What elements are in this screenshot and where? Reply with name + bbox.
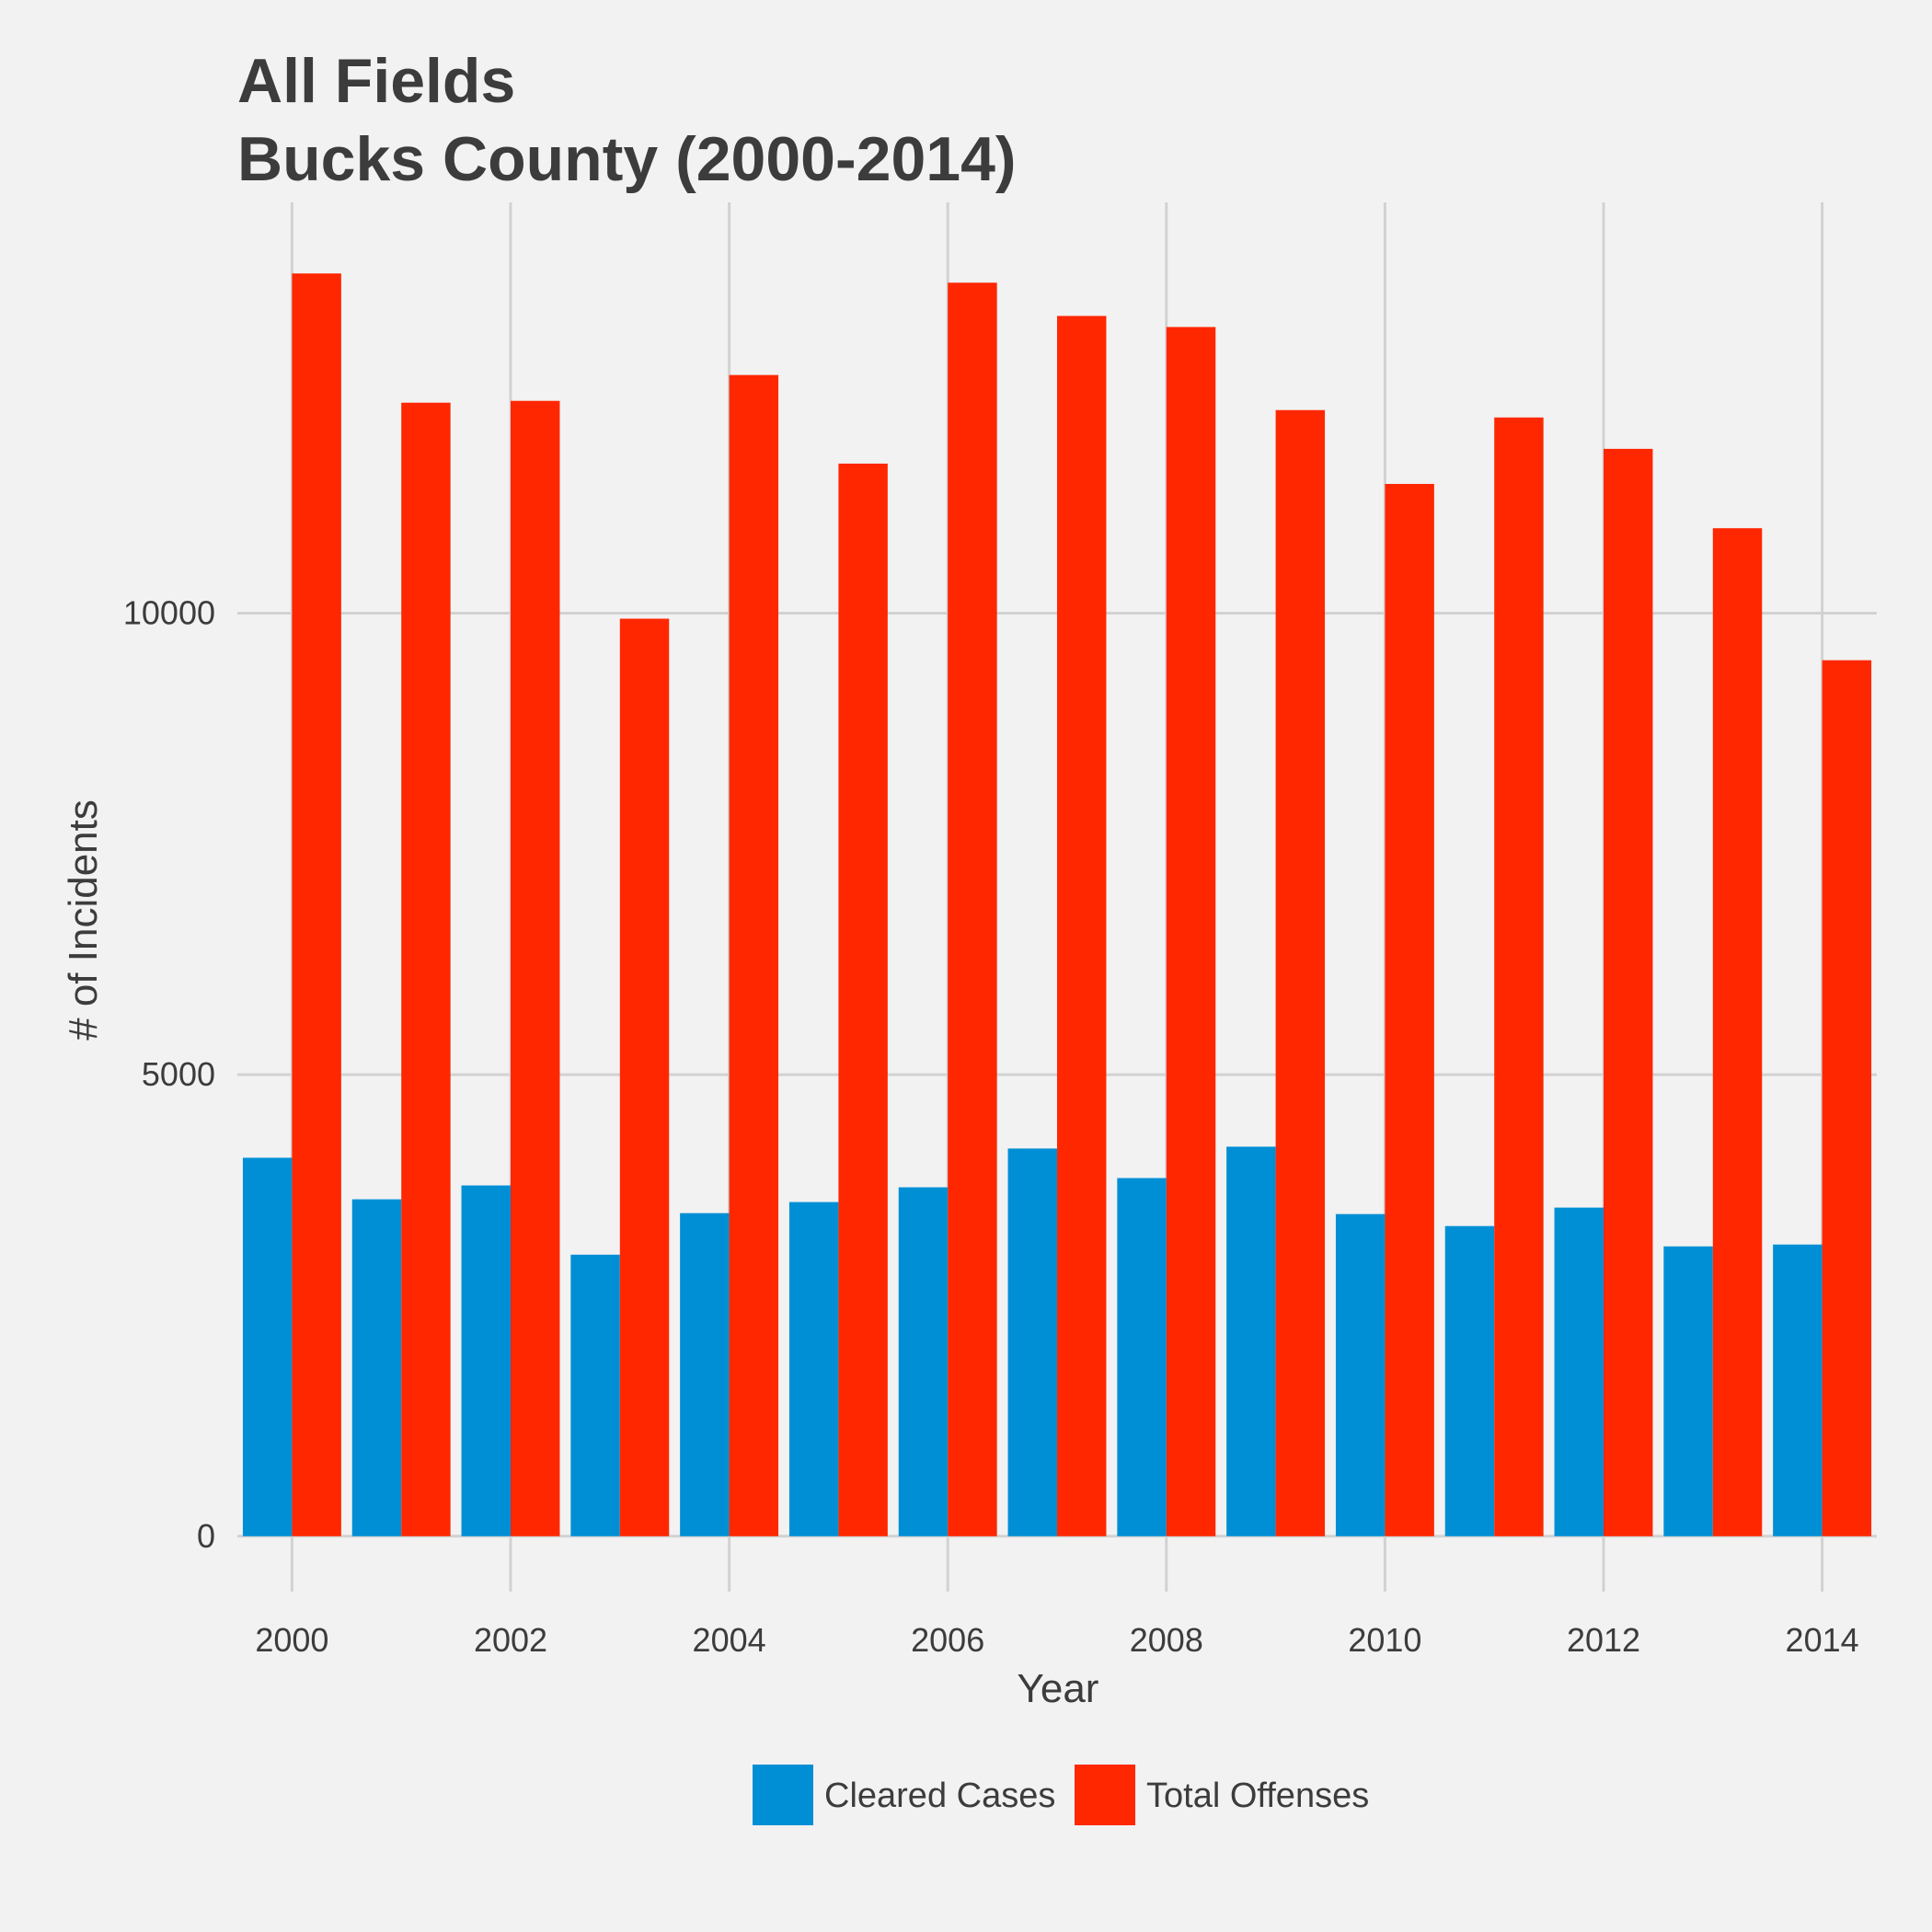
x-tick-label: 2006 — [911, 1621, 984, 1659]
legend-label-cleared-cases: Cleared Cases — [824, 1777, 1055, 1815]
x-tick-label: 2014 — [1786, 1621, 1859, 1659]
legend-label-total-offenses: Total Offenses — [1146, 1777, 1369, 1815]
bar-cleared-cases-2014 — [1773, 1244, 1823, 1536]
bar-cleared-cases-2001 — [351, 1199, 402, 1536]
x-axis-tick-labels: 2000 2002 2004 2006 2008 2010 2012 2014 — [255, 1621, 1858, 1659]
x-tick-label: 2012 — [1567, 1621, 1640, 1659]
bar-cleared-cases-2013 — [1663, 1246, 1713, 1536]
bar-total-offenses-2012 — [1604, 448, 1653, 1536]
legend-swatch-cleared-cases — [753, 1765, 813, 1825]
y-axis-title: # of Incidents — [61, 799, 106, 1041]
legend: Cleared Cases Total Offenses — [753, 1765, 1369, 1825]
chart-title-line-1: All Fields — [237, 46, 515, 116]
bar-total-offenses-2005 — [838, 463, 888, 1536]
bar-cleared-cases-2003 — [570, 1254, 620, 1536]
bar-cleared-cases-2005 — [788, 1202, 839, 1536]
bar-total-offenses-2009 — [1275, 409, 1326, 1536]
y-axis-tick-labels: 0 5000 10000 — [123, 593, 215, 1554]
bar-total-offenses-2001 — [401, 402, 451, 1536]
legend-swatch-total-offenses — [1075, 1765, 1135, 1825]
bar-cleared-cases-2009 — [1226, 1146, 1276, 1536]
x-axis-title: Year — [1018, 1666, 1099, 1711]
y-tick-label: 5000 — [142, 1055, 215, 1093]
x-tick-label: 2010 — [1348, 1621, 1421, 1659]
bar-cleared-cases-2011 — [1444, 1225, 1495, 1536]
bar-total-offenses-2011 — [1494, 417, 1544, 1536]
bar-cleared-cases-2000 — [242, 1157, 293, 1536]
chart-title: All Fields Bucks County (2000-2014) — [237, 46, 1017, 194]
bar-cleared-cases-2002 — [461, 1185, 511, 1536]
bar-total-offenses-2006 — [948, 282, 997, 1536]
bars — [242, 273, 1872, 1536]
bar-cleared-cases-2006 — [898, 1187, 949, 1536]
bar-total-offenses-2013 — [1712, 528, 1763, 1536]
bar-total-offenses-2010 — [1385, 484, 1434, 1536]
chart-title-line-2: Bucks County (2000-2014) — [237, 124, 1017, 194]
bar-total-offenses-2008 — [1166, 327, 1216, 1536]
bar-total-offenses-2002 — [511, 400, 560, 1536]
bar-total-offenses-2014 — [1822, 660, 1872, 1536]
bar-cleared-cases-2004 — [680, 1213, 730, 1536]
y-tick-label: 10000 — [123, 593, 215, 631]
bar-cleared-cases-2007 — [1007, 1148, 1057, 1536]
bar-cleared-cases-2010 — [1335, 1213, 1386, 1536]
x-tick-label: 2008 — [1130, 1621, 1203, 1659]
x-tick-label: 2004 — [693, 1621, 766, 1659]
bar-total-offenses-2003 — [619, 618, 670, 1536]
bar-total-offenses-2000 — [292, 273, 341, 1536]
bar-total-offenses-2004 — [729, 374, 779, 1536]
y-tick-label: 0 — [197, 1517, 215, 1555]
x-tick-label: 2002 — [474, 1621, 547, 1659]
x-tick-label: 2000 — [255, 1621, 328, 1659]
bar-cleared-cases-2012 — [1554, 1207, 1604, 1536]
bar-cleared-cases-2008 — [1117, 1178, 1167, 1536]
bar-total-offenses-2007 — [1057, 316, 1107, 1536]
